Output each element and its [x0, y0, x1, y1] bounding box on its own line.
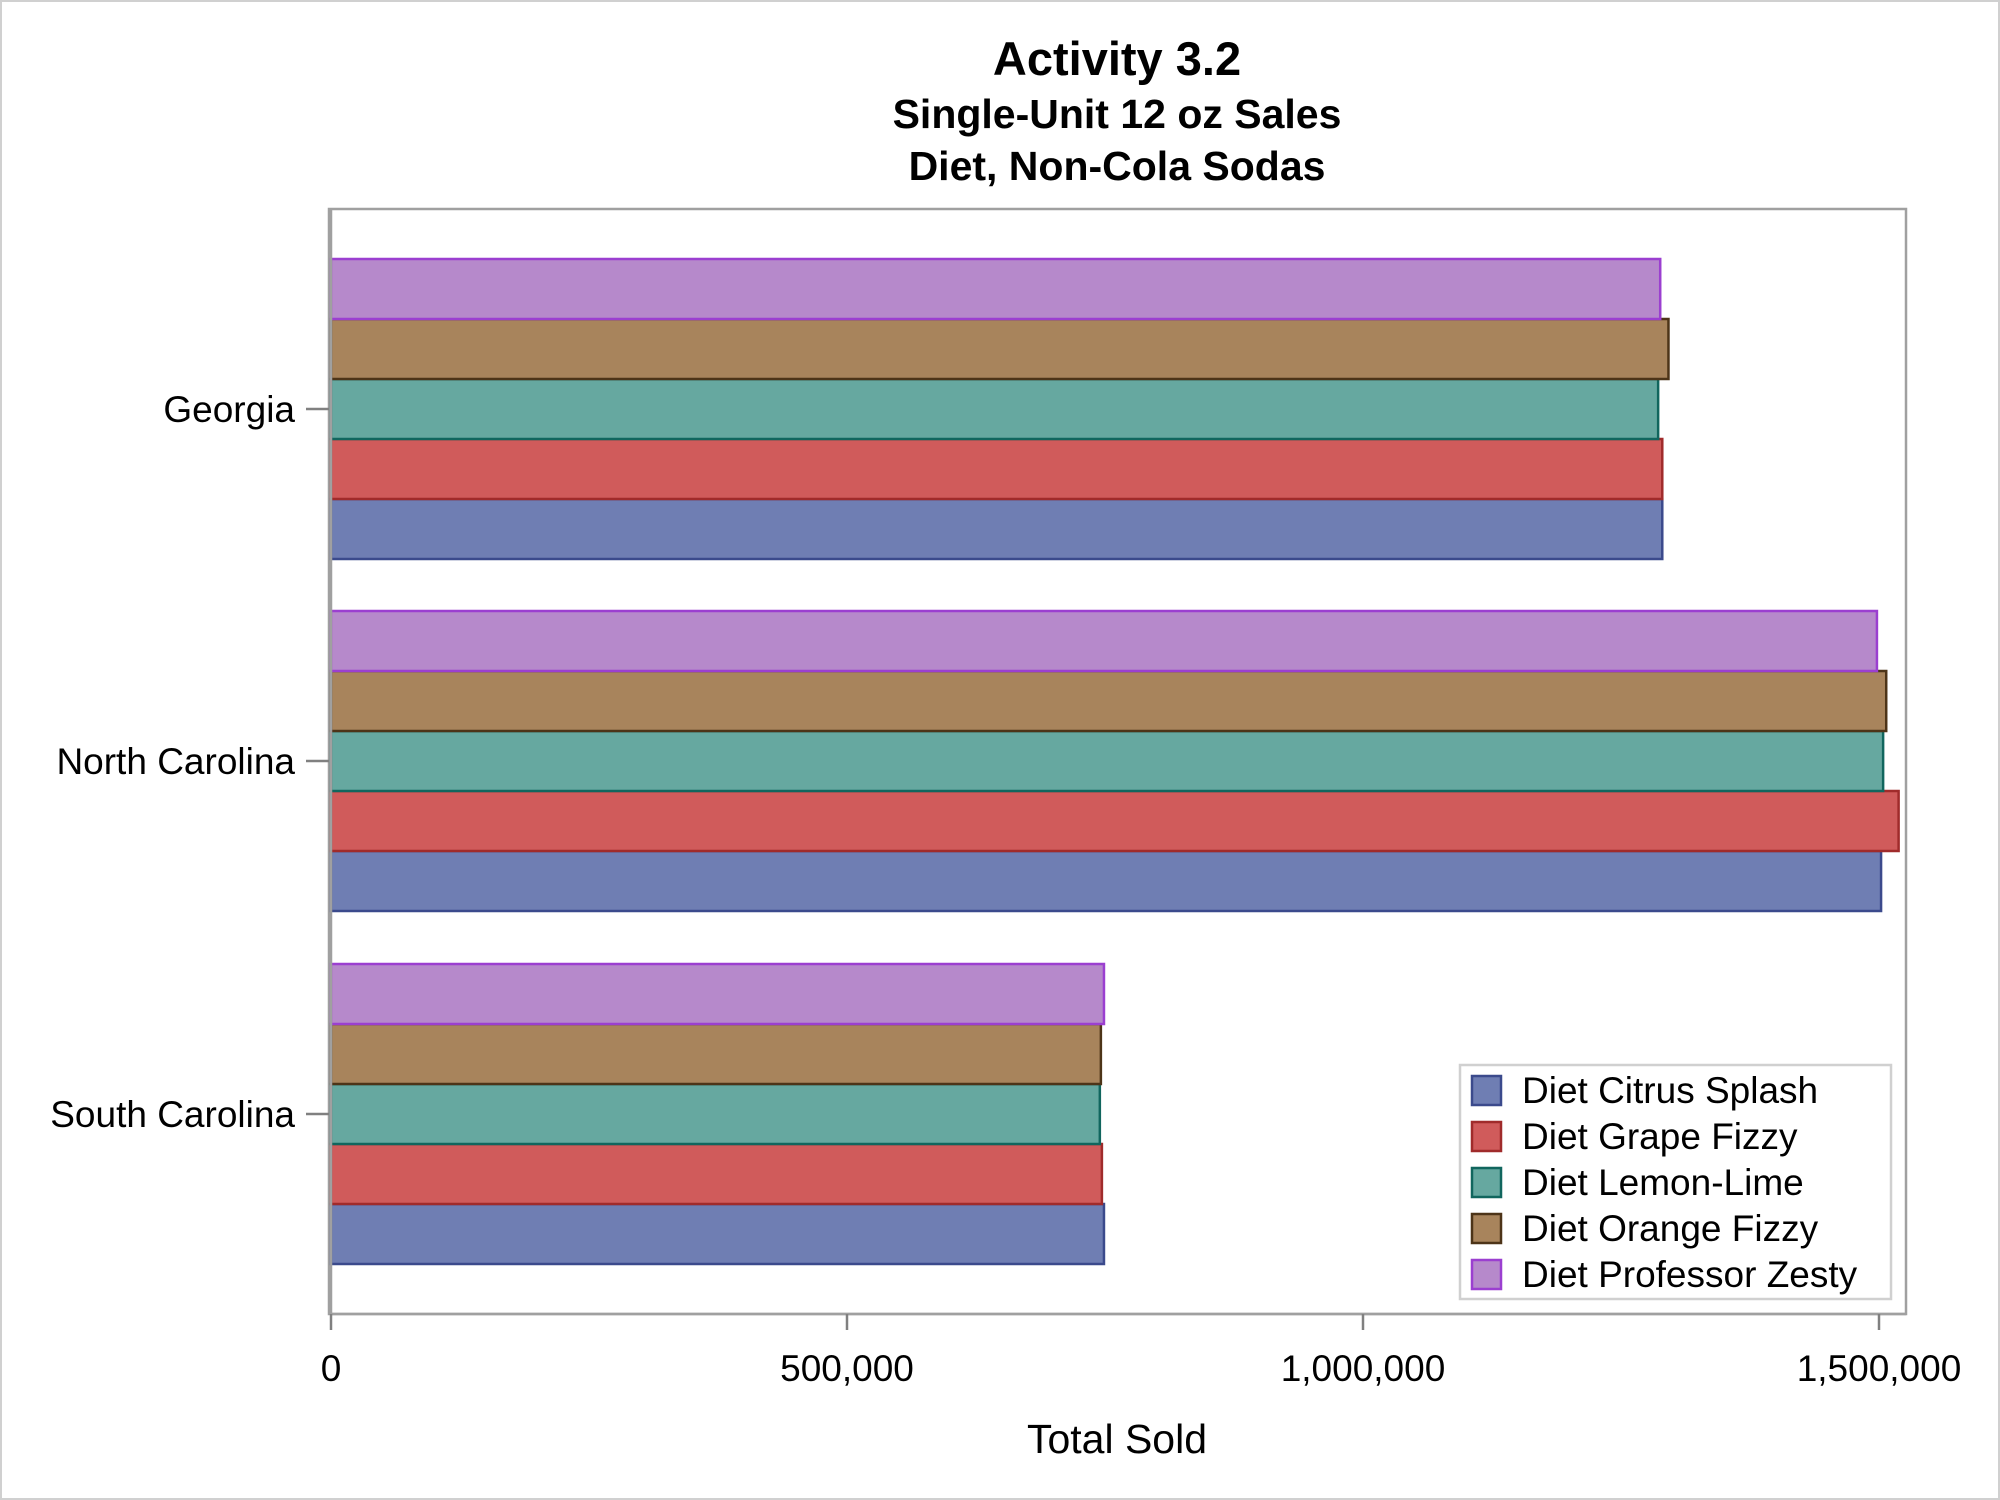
- bar: [329, 377, 1660, 441]
- bar: [329, 1202, 1106, 1266]
- legend: Diet Citrus Splash Diet Grape Fizzy Diet L…: [1458, 1063, 1893, 1301]
- bar: [329, 1022, 1103, 1086]
- legend-swatch: [1470, 1166, 1503, 1199]
- bars-layer: [329, 257, 1900, 1266]
- chart-title: Activity 3.2: [993, 32, 1241, 85]
- x-tick-label: 0: [321, 1348, 342, 1389]
- y-axis: Georgia North Carolina South Carolina: [50, 209, 333, 1314]
- legend-swatch: [1470, 1258, 1503, 1291]
- bar: [329, 437, 1664, 501]
- bar: [329, 729, 1885, 793]
- legend-label: Diet Citrus Splash: [1522, 1070, 1818, 1111]
- legend-box: [1458, 1063, 1893, 1301]
- legend-swatch: [1470, 1074, 1503, 1107]
- bar: [329, 1142, 1104, 1206]
- x-axis: 0 500,000 1,000,000 1,500,000: [321, 1312, 1962, 1389]
- x-tick-label: 1,000,000: [1281, 1348, 1446, 1389]
- legend-label: Diet Orange Fizzy: [1522, 1208, 1819, 1249]
- legend-label: Diet Grape Fizzy: [1522, 1116, 1798, 1157]
- x-tick-label: 500,000: [780, 1348, 914, 1389]
- legend-swatch: [1470, 1212, 1503, 1245]
- bar: [329, 962, 1106, 1026]
- y-tick-label: North Carolina: [56, 741, 295, 782]
- legend-label: Diet Lemon-Lime: [1522, 1162, 1804, 1203]
- x-axis-label: Total Sold: [1027, 1416, 1207, 1462]
- bar: [329, 789, 1900, 853]
- x-tick-label: 1,500,000: [1797, 1348, 1962, 1389]
- chart-subtitle: Single-Unit 12 oz Sales: [893, 91, 1342, 137]
- bar: [329, 609, 1879, 673]
- bar: [329, 669, 1888, 733]
- bar: [329, 257, 1662, 321]
- chart-subtitle: Diet, Non-Cola Sodas: [909, 143, 1326, 189]
- legend-swatch: [1470, 1120, 1503, 1153]
- bar: [329, 317, 1670, 381]
- legend-label: Diet Professor Zesty: [1522, 1254, 1858, 1295]
- y-tick-label: Georgia: [163, 389, 295, 430]
- bar: [329, 849, 1883, 913]
- bar: [329, 1082, 1102, 1146]
- bar: [329, 497, 1664, 561]
- y-tick-label: South Carolina: [50, 1094, 295, 1135]
